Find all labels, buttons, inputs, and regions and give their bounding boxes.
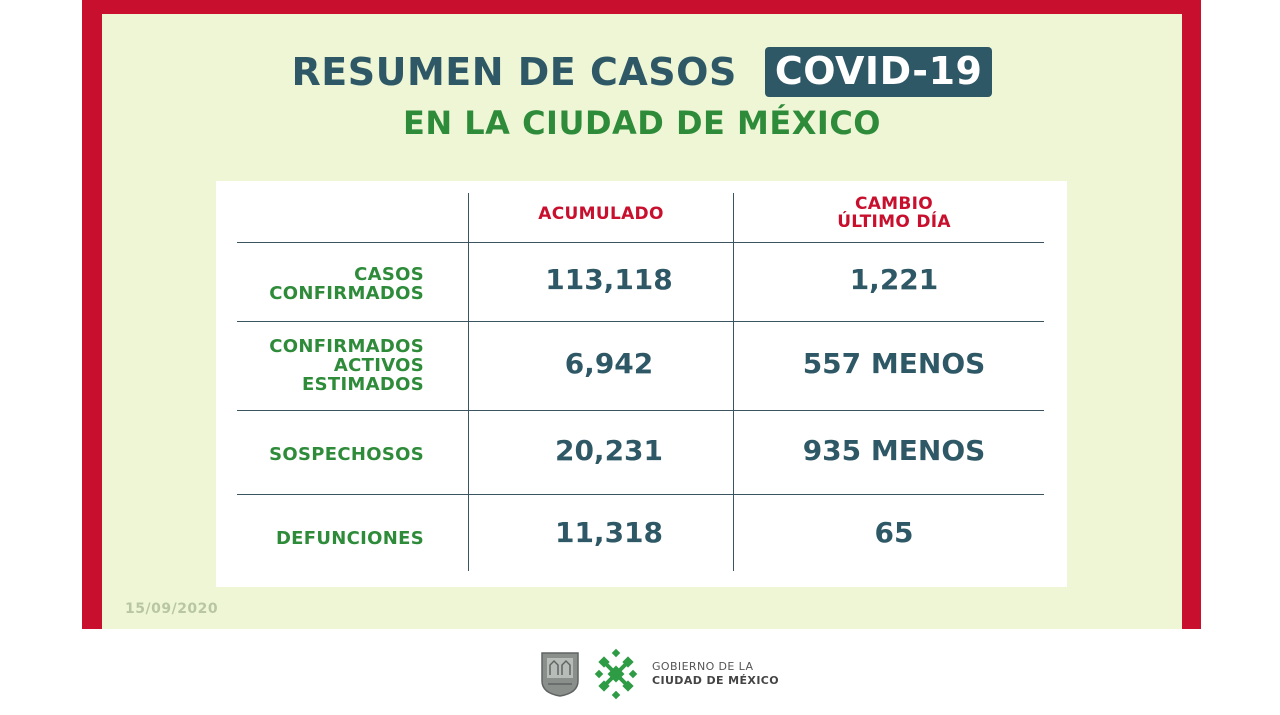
column-divider (468, 193, 469, 571)
header-acumulado: ACUMULADO (538, 204, 664, 224)
page-title: RESUMEN DE CASOS (291, 50, 737, 94)
value-acumulado: 11,318 (554, 516, 664, 549)
wordmark-line1: GOBIERNO DE LA (652, 660, 754, 673)
title-row: RESUMEN DE CASOS COVID-19 (102, 44, 1182, 100)
value-cambio: 65 (874, 516, 914, 549)
row-label-line: CONFIRMADOS (269, 283, 424, 304)
value-cambio: 935 MENOS (802, 434, 986, 467)
row-label-sospechosos: SOSPECHOSOS (269, 445, 424, 464)
row-label-casos-confirmados: CASOS CONFIRMADOS (269, 265, 424, 303)
value-acumulado: 6,942 (564, 347, 654, 380)
row-divider (237, 321, 1044, 322)
value-acumulado: 113,118 (545, 263, 673, 296)
row-label-line: CONFIRMADOS (269, 336, 424, 357)
value-acumulado: 20,231 (554, 434, 664, 467)
footer-logos: GOBIERNO DE LA CIUDAD DE MÉXICO (540, 648, 779, 700)
coat-of-arms-icon (541, 652, 579, 697)
page-subtitle: EN LA CIUDAD DE MÉXICO (402, 104, 881, 142)
row-divider (237, 410, 1044, 411)
header-cambio: CAMBIO ÚLTIMO DÍA (734, 195, 1054, 231)
covid-badge: COVID-19 (764, 47, 993, 97)
row-label-confirmados-activos: CONFIRMADOS ACTIVOS ESTIMADOS (269, 337, 424, 394)
header-cambio-line1: CAMBIO (854, 194, 934, 214)
wordmark-line2: CIUDAD DE MÉXICO (652, 674, 780, 687)
row-label-defunciones: DEFUNCIONES (276, 529, 424, 548)
government-wordmark: GOBIERNO DE LA CIUDAD DE MÉXICO (652, 660, 779, 688)
row-divider (237, 494, 1044, 495)
row-divider (237, 242, 1044, 243)
row-label-line: ESTIMADOS (302, 374, 424, 395)
value-cambio: 1,221 (849, 263, 939, 296)
row-label-line: CASOS (354, 264, 424, 285)
summary-table: ACUMULADO CAMBIO ÚLTIMO DÍA CASOS CONFIR… (216, 181, 1067, 587)
row-label-line: DEFUNCIONES (275, 528, 424, 549)
cdmx-logo-icon (594, 648, 638, 700)
report-date: 15/09/2020 (125, 601, 219, 617)
column-divider (733, 193, 734, 571)
row-label-line: ACTIVOS (333, 355, 424, 376)
row-label-line: SOSPECHOSOS (269, 444, 424, 465)
value-cambio: 557 MENOS (802, 347, 986, 380)
header-cambio-line2: ÚLTIMO DÍA (837, 212, 951, 232)
